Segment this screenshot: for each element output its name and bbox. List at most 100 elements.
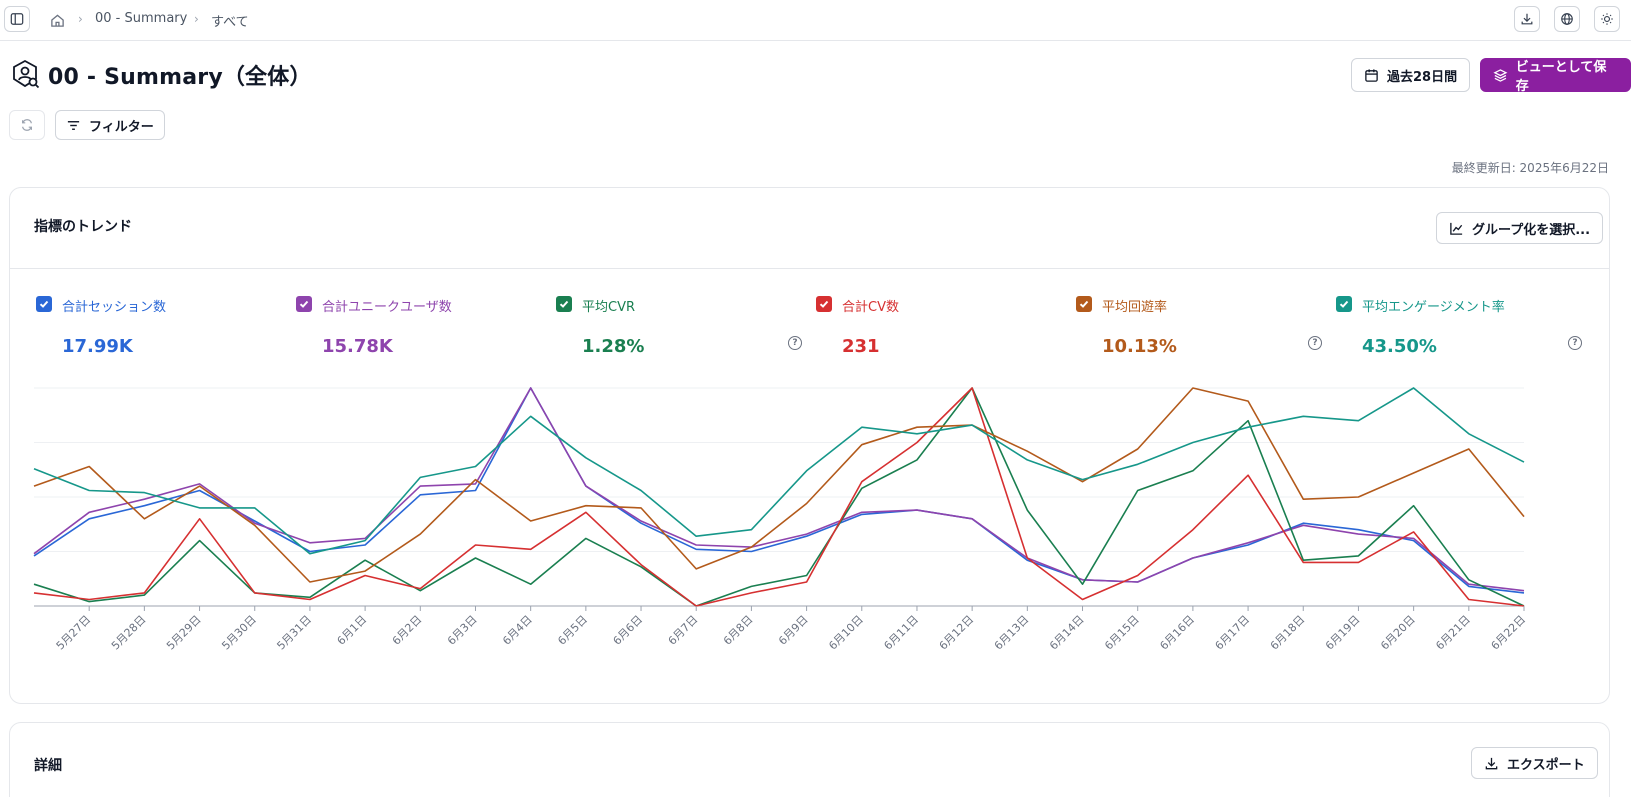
check-icon: [39, 300, 49, 308]
breadcrumb-item-all[interactable]: すべて: [211, 15, 249, 30]
metric-value: 231: [842, 336, 880, 357]
save-view-label: ビューとして保存: [1515, 60, 1607, 94]
breadcrumb-item-summary[interactable]: 00 - Summary: [95, 11, 188, 26]
check-icon: [1339, 300, 1349, 308]
details-card-title: 詳細: [34, 758, 62, 774]
metric-value: 43.50%: [1362, 336, 1437, 357]
globe-icon: [1561, 13, 1573, 25]
details-card: 詳細 エクスポート: [9, 722, 1610, 797]
metric-value: 17.99K: [62, 336, 133, 357]
x-tick-label: 6月7日: [666, 613, 701, 648]
sun-icon: [1601, 13, 1613, 25]
calendar-icon: [1365, 68, 1378, 82]
trend-line-chart: 5月27日 5月28日 5月29日 5月30日 5月31日 6月1日 6月2日 6月3日 6月4…: [33, 387, 1529, 653]
metric-item[interactable]: 平均CVR 1.28%: [556, 296, 796, 366]
save-view-button[interactable]: ビューとして保存: [1480, 58, 1631, 94]
series-line-2[interactable]: [33, 387, 1525, 607]
breadcrumb-separator: ›: [78, 12, 83, 26]
x-tick-label: 6月20日: [1378, 613, 1418, 653]
date-range-button[interactable]: 過去28日間: [1351, 58, 1471, 92]
x-tick-label: 6月19日: [1323, 613, 1363, 653]
x-tick-label: 6月22日: [1489, 613, 1529, 653]
metric-item[interactable]: 合計ユニークユーザ数 15.78K: [296, 296, 536, 366]
filter-button[interactable]: フィルター: [55, 110, 165, 140]
group-by-label: グループ化を選択...: [1472, 222, 1591, 238]
x-tick-label: 6月1日: [335, 613, 370, 648]
date-range-label: 過去28日間: [1387, 69, 1458, 85]
metric-label: 合計セッション数: [62, 300, 167, 315]
top-bar: › 00 - Summary › すべて: [0, 0, 1631, 41]
card-divider: [10, 268, 1609, 269]
home-crumb[interactable]: [48, 11, 66, 29]
metric-checkbox[interactable]: [36, 296, 52, 312]
theme-toggle-button[interactable]: [1594, 6, 1620, 32]
metric-label: 平均エンゲージメント率: [1362, 300, 1505, 315]
x-tick-label: 5月31日: [274, 613, 314, 653]
x-tick-label: 6月6日: [611, 613, 646, 648]
filter-label: フィルター: [89, 119, 154, 135]
x-tick-label: 6月5日: [555, 613, 590, 648]
x-tick-label: 6月14日: [1047, 613, 1087, 653]
help-icon[interactable]: ?: [1308, 336, 1322, 350]
x-tick-label: 6月9日: [776, 613, 811, 648]
series-line-1[interactable]: [33, 387, 1525, 592]
check-icon: [819, 300, 829, 308]
export-button[interactable]: エクスポート: [1471, 747, 1598, 779]
refresh-button[interactable]: [9, 110, 45, 140]
metric-value: 10.13%: [1102, 336, 1177, 357]
series-line-5[interactable]: [33, 387, 1525, 555]
metric-item[interactable]: 合計CV数 231: [816, 296, 1056, 366]
x-tick-label: 6月21日: [1433, 613, 1473, 653]
download-icon: [1485, 757, 1498, 769]
x-tick-label: 6月10日: [826, 613, 866, 653]
trend-card-title: 指標のトレンド: [34, 219, 132, 235]
metric-label: 平均CVR: [582, 300, 636, 315]
series-line-4[interactable]: [33, 387, 1525, 583]
download-button[interactable]: [1514, 6, 1540, 32]
x-tick-label: 5月30日: [219, 613, 259, 653]
x-tick-label: 6月17日: [1213, 613, 1253, 653]
x-tick-label: 5月29日: [164, 613, 204, 653]
x-tick-label: 5月27日: [54, 613, 94, 653]
user-search-icon: [13, 59, 40, 89]
export-label: エクスポート: [1507, 757, 1585, 773]
check-icon: [559, 300, 569, 308]
series-line-3[interactable]: [33, 387, 1525, 607]
check-icon: [1079, 300, 1089, 308]
metric-item[interactable]: 合計セッション数 17.99K: [36, 296, 276, 366]
help-icon[interactable]: ?: [788, 336, 802, 350]
line-chart-icon: [1450, 222, 1463, 235]
sidebar-toggle-button[interactable]: [4, 6, 30, 32]
x-tick-label: 6月16日: [1157, 613, 1197, 653]
x-tick-label: 6月2日: [390, 613, 425, 648]
metric-label: 合計CV数: [842, 300, 899, 315]
group-by-button[interactable]: グループ化を選択...: [1436, 212, 1604, 244]
language-button[interactable]: [1554, 6, 1580, 32]
download-icon: [1521, 13, 1533, 25]
x-tick-label: 6月4日: [500, 613, 535, 648]
x-tick-label: 6月13日: [992, 613, 1032, 653]
x-tick-label: 6月12日: [937, 613, 977, 653]
sidebar-icon: [10, 13, 24, 25]
layers-icon: [1493, 68, 1508, 82]
x-tick-label: 6月15日: [1102, 613, 1142, 653]
x-tick-label: 6月18日: [1268, 613, 1308, 653]
x-tick-label: 6月11日: [881, 613, 921, 653]
x-tick-label: 6月8日: [721, 613, 756, 648]
metric-value: 1.28%: [582, 336, 645, 357]
metric-checkbox[interactable]: [1336, 296, 1352, 312]
filter-icon: [67, 120, 80, 130]
series-line-0[interactable]: [33, 387, 1525, 594]
help-icon[interactable]: ?: [1568, 336, 1582, 350]
check-icon: [299, 300, 309, 308]
metric-item[interactable]: 平均回遊率 10.13%: [1076, 296, 1316, 366]
page-title: 00 - Summary（全体）: [48, 65, 312, 90]
metric-checkbox[interactable]: [296, 296, 312, 312]
metric-checkbox[interactable]: [556, 296, 572, 312]
x-tick-label: 6月3日: [445, 613, 480, 648]
metric-checkbox[interactable]: [1076, 296, 1092, 312]
metric-checkbox[interactable]: [816, 296, 832, 312]
home-icon: [50, 13, 64, 27]
x-tick-label: 5月28日: [109, 613, 149, 653]
metric-item[interactable]: 平均エンゲージメント率 43.50%: [1336, 296, 1576, 366]
